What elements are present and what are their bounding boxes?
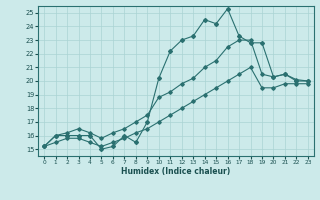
- X-axis label: Humidex (Indice chaleur): Humidex (Indice chaleur): [121, 167, 231, 176]
